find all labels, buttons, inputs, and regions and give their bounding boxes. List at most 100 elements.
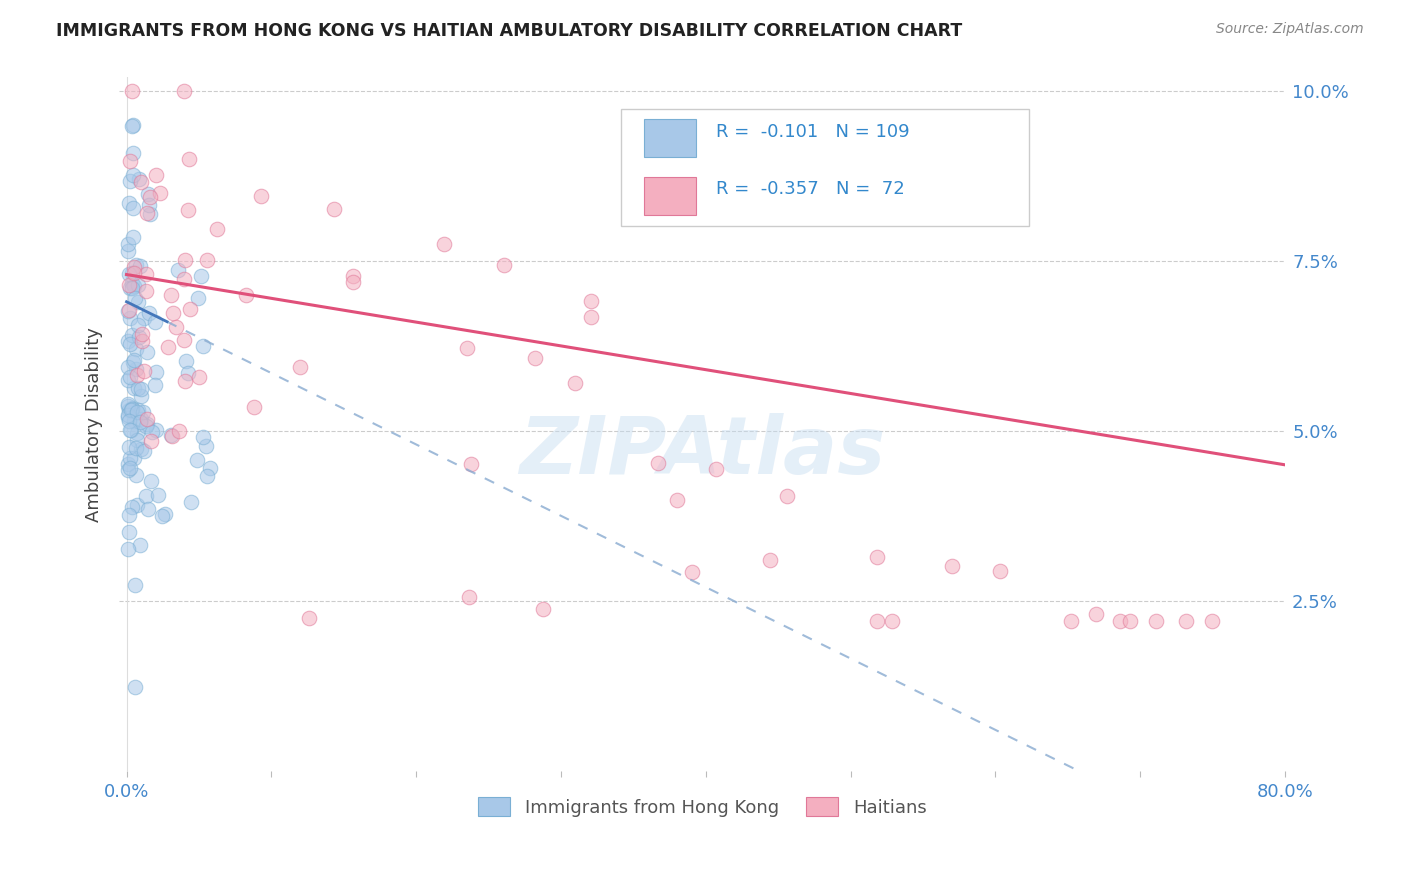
- Point: [146, 488, 169, 502]
- Point: [118, 423, 141, 437]
- Point: [121, 120, 143, 134]
- Point: [143, 315, 166, 329]
- Point: [138, 190, 160, 204]
- Point: [125, 405, 148, 419]
- Point: [124, 441, 146, 455]
- Point: [124, 278, 146, 293]
- Point: [122, 266, 145, 280]
- Text: R =  -0.101   N = 109: R = -0.101 N = 109: [716, 122, 910, 141]
- Point: [120, 369, 142, 384]
- Point: [127, 425, 149, 440]
- Point: [121, 500, 143, 515]
- Point: [1201, 614, 1223, 628]
- Point: [177, 202, 200, 217]
- Point: [149, 186, 172, 201]
- Point: [1085, 607, 1108, 622]
- Point: [135, 419, 157, 434]
- Point: [177, 366, 200, 380]
- Point: [127, 278, 149, 293]
- Point: [205, 222, 228, 236]
- Point: [117, 399, 139, 413]
- Point: [169, 424, 191, 438]
- Legend: Immigrants from Hong Kong, Haitians: Immigrants from Hong Kong, Haitians: [471, 790, 934, 824]
- Point: [173, 333, 195, 347]
- Point: [195, 469, 218, 483]
- Point: [1175, 614, 1198, 628]
- Point: [120, 423, 142, 437]
- Point: [179, 152, 201, 166]
- Point: [127, 381, 149, 395]
- Point: [117, 334, 139, 348]
- Point: [121, 276, 143, 290]
- Point: [120, 154, 142, 169]
- Point: [118, 508, 141, 522]
- Point: [160, 427, 183, 442]
- Point: [136, 344, 159, 359]
- Point: [124, 680, 146, 694]
- Point: [134, 311, 156, 326]
- Point: [124, 578, 146, 592]
- Point: [143, 378, 166, 392]
- Point: [129, 412, 152, 426]
- Point: [681, 565, 703, 579]
- Point: [117, 237, 139, 252]
- Point: [135, 284, 157, 298]
- Point: [250, 188, 273, 202]
- Point: [127, 498, 149, 512]
- Point: [117, 396, 139, 410]
- Point: [127, 368, 149, 382]
- Point: [122, 353, 145, 368]
- Point: [121, 84, 143, 98]
- Point: [125, 361, 148, 376]
- Point: [174, 374, 197, 388]
- Point: [135, 489, 157, 503]
- Point: [131, 334, 153, 348]
- Point: [138, 306, 160, 320]
- Point: [145, 423, 167, 437]
- Point: [323, 202, 346, 217]
- Point: [187, 292, 209, 306]
- Point: [136, 502, 159, 516]
- Point: [141, 425, 163, 439]
- Point: [125, 258, 148, 272]
- Point: [135, 205, 157, 219]
- Point: [118, 310, 141, 325]
- Text: IMMIGRANTS FROM HONG KONG VS HAITIAN AMBULATORY DISABILITY CORRELATION CHART: IMMIGRANTS FROM HONG KONG VS HAITIAN AMB…: [56, 22, 963, 40]
- Point: [173, 84, 195, 98]
- Point: [118, 174, 141, 188]
- Point: [118, 414, 141, 428]
- Point: [121, 118, 143, 132]
- Point: [141, 434, 163, 448]
- Point: [127, 318, 149, 332]
- Point: [127, 433, 149, 447]
- Point: [117, 359, 139, 374]
- Point: [647, 457, 669, 471]
- Point: [776, 489, 799, 503]
- Point: [195, 253, 218, 268]
- Point: [118, 281, 141, 295]
- Point: [1144, 614, 1167, 628]
- Point: [118, 267, 141, 281]
- Point: [179, 301, 201, 316]
- Point: [988, 565, 1011, 579]
- Point: [191, 429, 214, 443]
- Point: [129, 259, 152, 273]
- Point: [156, 340, 179, 354]
- Y-axis label: Ambulatory Disability: Ambulatory Disability: [86, 326, 103, 522]
- Point: [122, 146, 145, 161]
- Point: [117, 244, 139, 258]
- Point: [866, 550, 889, 565]
- Point: [433, 237, 456, 252]
- Point: [132, 443, 155, 458]
- Point: [122, 414, 145, 428]
- Point: [150, 509, 173, 524]
- Point: [121, 401, 143, 416]
- Text: ZIPAtlas: ZIPAtlas: [519, 413, 886, 491]
- Point: [129, 415, 152, 429]
- Point: [235, 288, 257, 302]
- Point: [131, 442, 153, 456]
- Point: [121, 328, 143, 343]
- Point: [704, 462, 727, 476]
- Text: R =  -0.357   N =  72: R = -0.357 N = 72: [716, 180, 905, 198]
- Point: [129, 382, 152, 396]
